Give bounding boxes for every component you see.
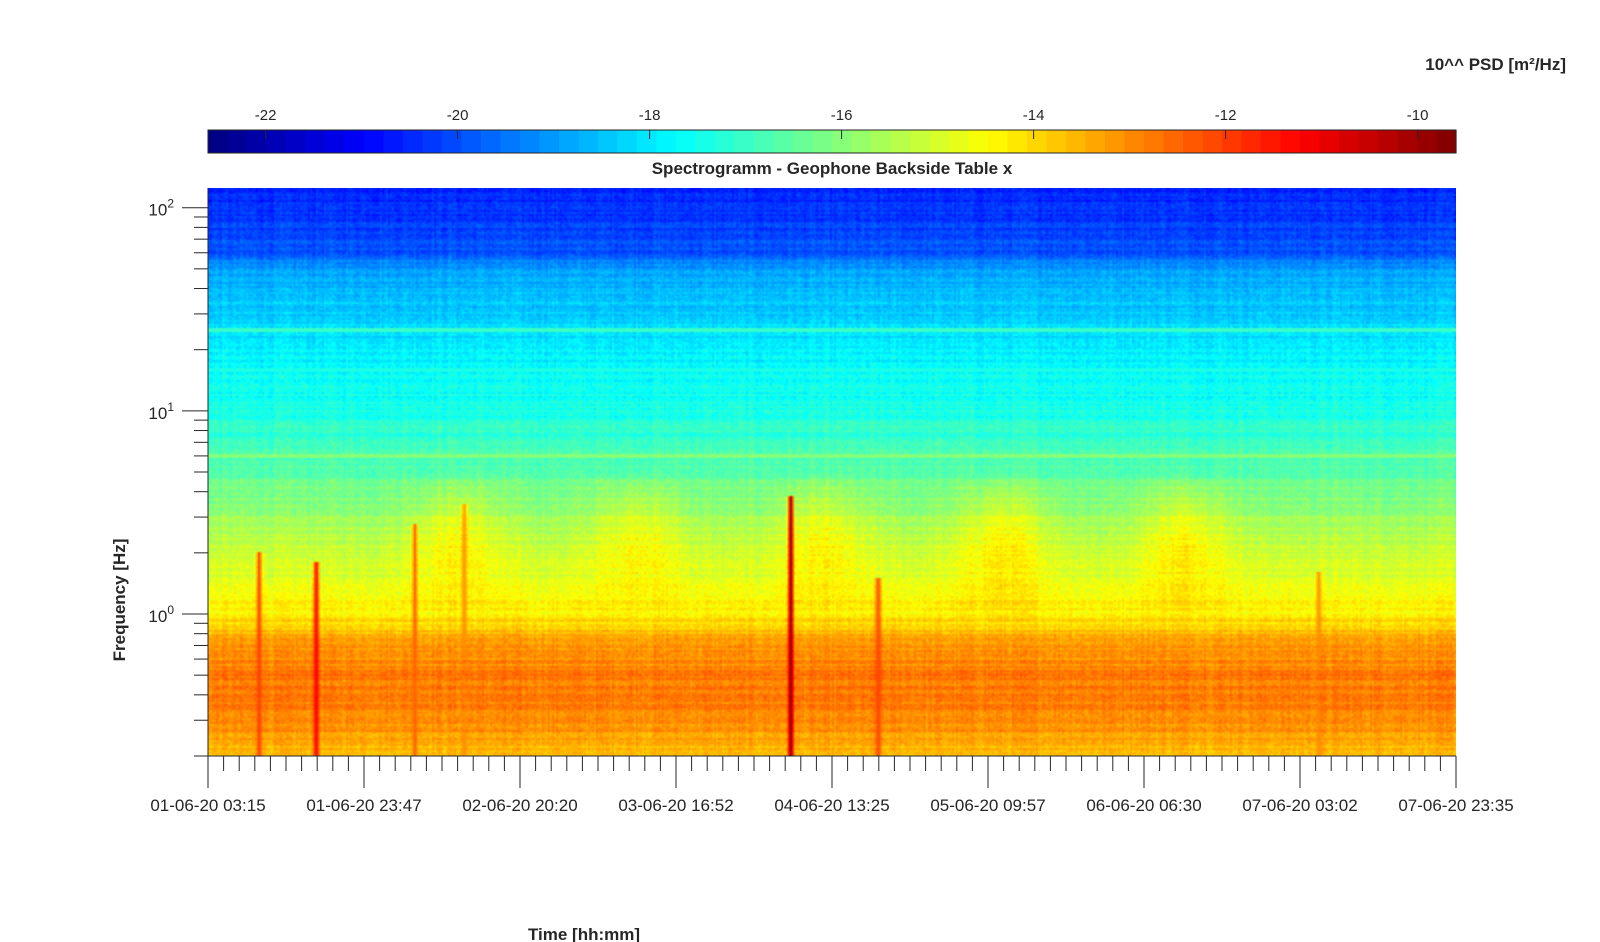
x-tick-label: 01-06-20 23:47 xyxy=(306,796,421,815)
colorbar-segment xyxy=(949,130,970,153)
colorbar-segment xyxy=(325,130,346,153)
colorbar-segment xyxy=(364,130,385,153)
colorbar-segment xyxy=(442,130,463,153)
colorbar-segment xyxy=(617,130,638,153)
colorbar-segment xyxy=(1319,130,1340,153)
colorbar-segment xyxy=(929,130,950,153)
colorbar-segment xyxy=(1241,130,1262,153)
colorbar-segment xyxy=(773,130,794,153)
colorbar-segment xyxy=(1144,130,1165,153)
colorbar-tick-label: -14 xyxy=(1023,107,1045,124)
x-tick-label: 05-06-20 09:57 xyxy=(930,796,1045,815)
colorbar-segment xyxy=(286,130,307,153)
colorbar-segment xyxy=(1046,130,1067,153)
colorbar-segment xyxy=(793,130,814,153)
y-tick-label: 102 xyxy=(148,197,174,220)
colorbar-segment xyxy=(754,130,775,153)
colorbar-segment xyxy=(1007,130,1028,153)
colorbar-segment xyxy=(871,130,892,153)
colorbar-segment xyxy=(988,130,1009,153)
colorbar-segment xyxy=(1397,130,1418,153)
y-tick-label: 101 xyxy=(148,400,174,423)
colorbar-tick-label: -10 xyxy=(1407,107,1429,124)
x-tick-label: 07-06-20 03:02 xyxy=(1242,796,1357,815)
colorbar-segment xyxy=(1183,130,1204,153)
colorbar-segment xyxy=(1163,130,1184,153)
colorbar-segment xyxy=(1222,130,1243,153)
colorbar-segment xyxy=(1261,130,1282,153)
x-tick-label: 02-06-20 20:20 xyxy=(462,796,577,815)
colorbar-segment xyxy=(1339,130,1360,153)
colorbar-ticks: -22 -20 -18 -16 -14 -12 -10 xyxy=(255,107,1429,139)
colorbar-segment xyxy=(676,130,697,153)
colorbar-segment xyxy=(383,130,404,153)
colorbar-segment xyxy=(1027,130,1048,153)
x-tick-label: 07-06-20 23:35 xyxy=(1398,796,1513,815)
colorbar-segment xyxy=(1202,130,1223,153)
colorbar-segment xyxy=(734,130,755,153)
colorbar-segment xyxy=(656,130,677,153)
colorbar-segment xyxy=(539,130,560,153)
colorbar-segment xyxy=(598,130,619,153)
colorbar-tick-label: -20 xyxy=(447,107,469,124)
colorbar-segment xyxy=(1085,130,1106,153)
colorbar-segment xyxy=(305,130,326,153)
colorbar-segment xyxy=(1066,130,1087,153)
colorbar-segment xyxy=(247,130,268,153)
colorbar-segment xyxy=(637,130,658,153)
colorbar-segment xyxy=(208,130,229,153)
colorbar-frame xyxy=(207,129,1457,154)
colorbar-segment xyxy=(266,130,287,153)
colorbar-segment xyxy=(227,130,248,153)
colorbar-segment xyxy=(832,130,853,153)
colorbar-segment xyxy=(1436,130,1457,153)
colorbar-segment xyxy=(968,130,989,153)
colorbar-segment xyxy=(695,130,716,153)
colorbar-segment xyxy=(422,130,443,153)
y-axis: 102 101 100 xyxy=(148,188,209,757)
colorbar-segment xyxy=(910,130,931,153)
colorbar-segment xyxy=(500,130,521,153)
colorbar-segment xyxy=(344,130,365,153)
colorbar-segment xyxy=(1417,130,1438,153)
colorbar-segment xyxy=(851,130,872,153)
colorbar-label: 10^^ PSD [m²/Hz] xyxy=(1425,55,1566,74)
colorbar-segment xyxy=(1358,130,1379,153)
chart-title: Spectrogramm - Geophone Backside Table x xyxy=(652,159,1013,178)
x-tick-label: 01-06-20 03:15 xyxy=(150,796,265,815)
colorbar-tick-label: -16 xyxy=(831,107,853,124)
colorbar-segment xyxy=(1124,130,1145,153)
y-tick-label: 100 xyxy=(148,603,174,626)
colorbar-segment xyxy=(559,130,580,153)
x-axis: 01-06-20 03:15 01-06-20 23:47 02-06-20 20:… xyxy=(150,755,1514,815)
x-axis-label: Time [hh:mm] xyxy=(528,925,640,942)
colorbar-segment xyxy=(520,130,541,153)
colorbar-tick-label: -18 xyxy=(639,107,661,124)
colorbar xyxy=(207,129,1457,154)
colorbar-segment xyxy=(1300,130,1321,153)
colorbar-segment xyxy=(812,130,833,153)
colorbar-segment xyxy=(1280,130,1301,153)
plot-area xyxy=(208,188,1456,756)
spectrogram-heatmap xyxy=(208,188,1456,756)
colorbar-tick-label: -22 xyxy=(255,107,277,124)
y-axis-label: Frequency [Hz] xyxy=(110,539,129,662)
colorbar-segment xyxy=(890,130,911,153)
x-tick-label: 04-06-20 13:25 xyxy=(774,796,889,815)
colorbar-segment xyxy=(1378,130,1399,153)
colorbar-segment xyxy=(403,130,424,153)
colorbar-segment xyxy=(578,130,599,153)
x-tick-label: 03-06-20 16:52 xyxy=(618,796,733,815)
colorbar-segment xyxy=(461,130,482,153)
colorbar-segment xyxy=(715,130,736,153)
colorbar-segment xyxy=(481,130,502,153)
colorbar-tick-label: -12 xyxy=(1215,107,1237,124)
colorbar-segment xyxy=(1105,130,1126,153)
x-tick-label: 06-06-20 06:30 xyxy=(1086,796,1201,815)
